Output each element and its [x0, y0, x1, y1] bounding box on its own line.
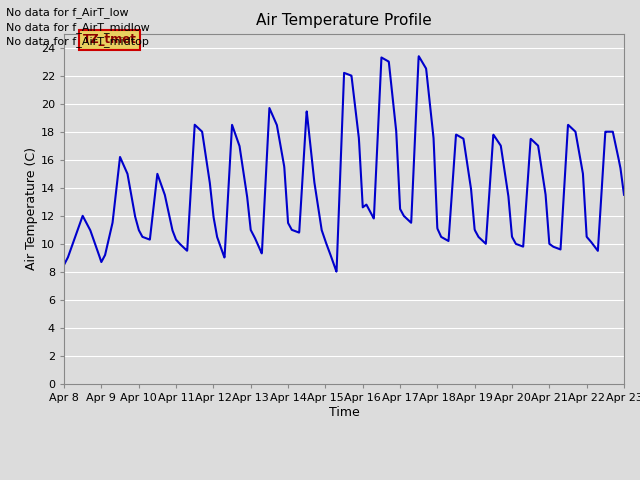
Y-axis label: Air Temperature (C): Air Temperature (C)	[25, 147, 38, 270]
Text: TZ_tmet: TZ_tmet	[83, 34, 136, 47]
Text: No data for f_AirT_midlow: No data for f_AirT_midlow	[6, 22, 150, 33]
Text: No data for f_AirT_low: No data for f_AirT_low	[6, 7, 129, 18]
X-axis label: Time: Time	[328, 406, 360, 419]
Title: Air Temperature Profile: Air Temperature Profile	[256, 13, 432, 28]
Text: No data for f_AirT_midtop: No data for f_AirT_midtop	[6, 36, 149, 47]
